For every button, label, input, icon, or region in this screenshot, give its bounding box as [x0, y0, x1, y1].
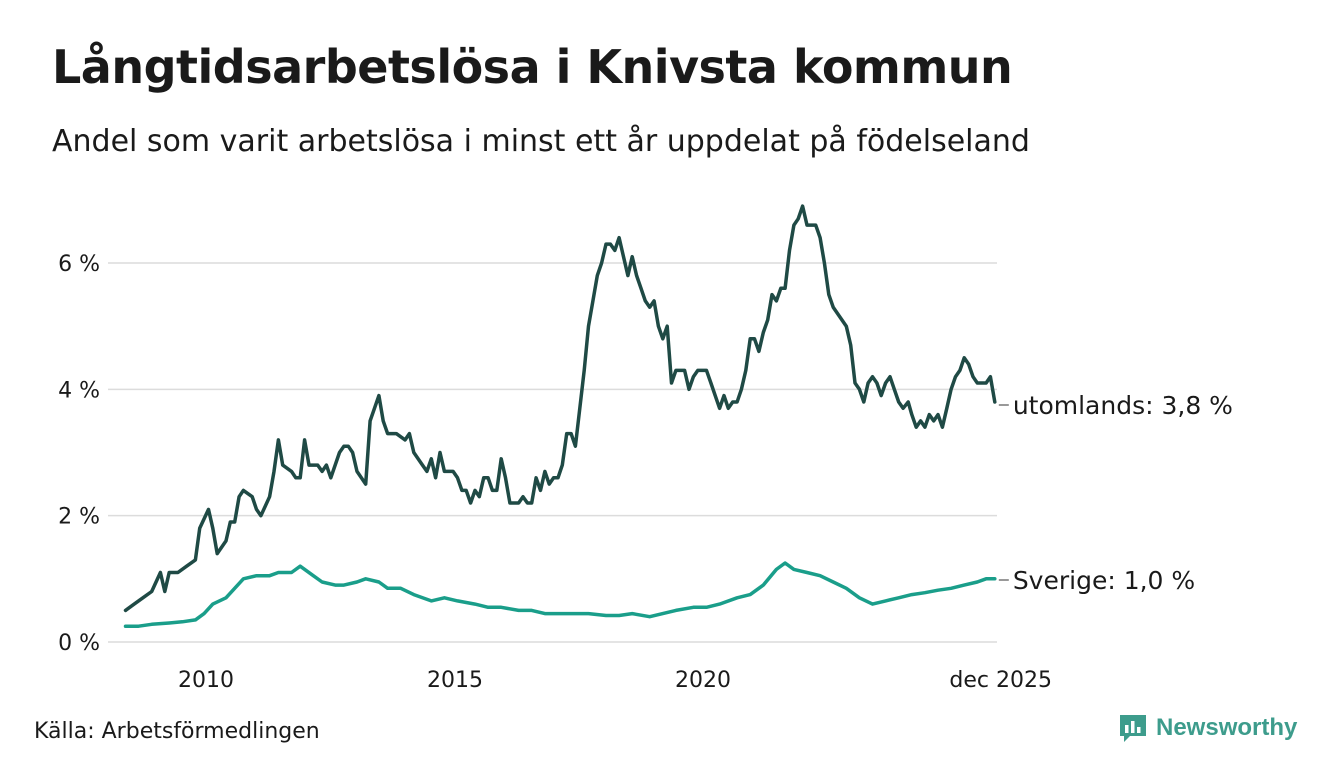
y-tick-label: 0 %: [58, 631, 100, 656]
x-tick-label: 2020: [675, 668, 731, 693]
chart-title: Långtidsarbetslösa i Knivsta kommun: [52, 40, 1013, 94]
brand-name: Newsworthy: [1156, 714, 1298, 741]
chart-subtitle: Andel som varit arbetslösa i minst ett å…: [52, 124, 1030, 159]
y-tick-label: 4 %: [58, 378, 100, 403]
series-line-sverige: [123, 561, 997, 628]
y-tick-label: 2 %: [58, 505, 100, 530]
x-tick-label: dec 2025: [949, 668, 1052, 693]
series-layer: [123, 204, 997, 628]
source-note: Källa: Arbetsförmedlingen: [34, 719, 320, 744]
label-layer: utomlands: 3,8 % Sverige: 1,0 %: [998, 391, 1233, 595]
x-tick-label: 2015: [427, 668, 483, 693]
newsworthy-logo-icon: [1120, 715, 1146, 742]
series-end-label: utomlands: 3,8 %: [1013, 391, 1233, 420]
brand[interactable]: Newsworthy: [1118, 712, 1297, 744]
x-tick-label: 2010: [178, 668, 234, 693]
axis-layer: 0 % 2 % 4 % 6 % 2010 2015 2020 dec 2025: [58, 252, 1052, 693]
y-tick-label: 6 %: [58, 252, 100, 277]
grid-layer: [108, 262, 997, 643]
series-line-utomlands: [123, 204, 997, 613]
series-end-label: Sverige: 1,0 %: [1013, 566, 1195, 595]
